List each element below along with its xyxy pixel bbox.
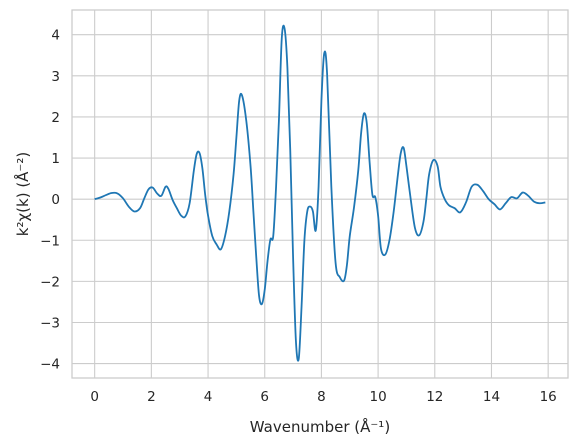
- x-gridlines: [94, 10, 549, 378]
- y-tick-labels: 4 3 2 1 0 −1 −2 −3 −4: [40, 28, 60, 373]
- series-layer: [94, 24, 546, 362]
- series-line: [94, 24, 546, 362]
- x-tick-label: 2: [147, 389, 156, 405]
- y-tick-label: 2: [51, 110, 60, 126]
- y-tick-label: 3: [51, 69, 60, 85]
- x-tick-label: 10: [370, 389, 387, 405]
- x-tick-label: 6: [260, 389, 269, 405]
- y-tick-label: 0: [51, 192, 60, 208]
- x-tick-labels: 0 2 4 6 8 10 12 14 16: [90, 389, 556, 405]
- x-tick-label: 16: [540, 389, 557, 405]
- y-tick-label: −3: [40, 315, 60, 331]
- y-gridlines: [72, 34, 568, 365]
- y-tick-label: 1: [51, 151, 60, 167]
- y-tick-label: −2: [40, 274, 60, 290]
- x-tick-label: 4: [204, 389, 213, 405]
- x-axis-label: Wavenumber (Å⁻¹): [250, 417, 390, 436]
- y-tick-label: 4: [51, 28, 60, 44]
- y-tick-label: −4: [40, 357, 60, 373]
- y-tick-label: −1: [40, 233, 60, 249]
- plot-frame: [71, 9, 569, 379]
- x-tick-label: 14: [483, 389, 500, 405]
- x-tick-label: 0: [90, 389, 99, 405]
- x-tick-label: 12: [426, 389, 443, 405]
- x-tick-label: 8: [317, 389, 326, 405]
- y-axis-label: k²χ(k) (Å⁻²): [13, 152, 32, 236]
